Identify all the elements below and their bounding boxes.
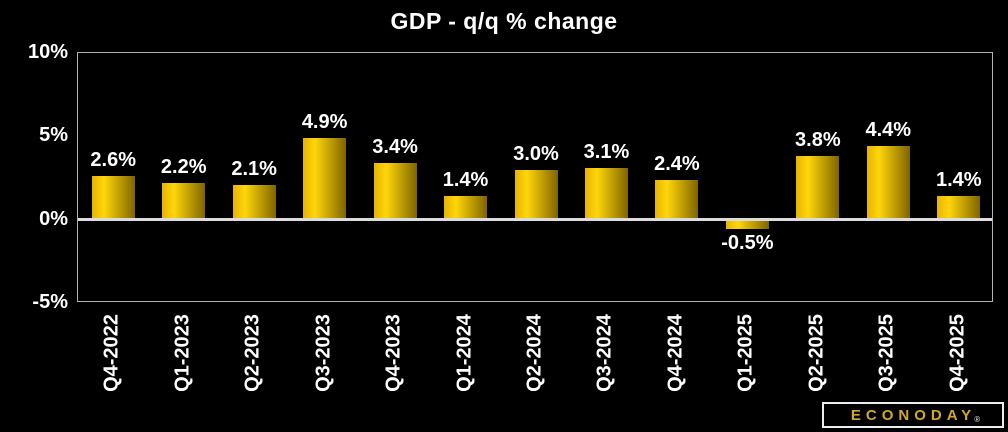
value-label-Q3-2023: 4.9%: [301, 111, 348, 133]
plot-area: 2.6% 2.2% 2.1% 4.9% 3.4% 1.4% 3.0% 3.1% 2.4% -0.5…: [77, 52, 993, 302]
bar-Q3-2024: [584, 168, 628, 220]
value-label-Q4-2023: 3.4%: [372, 136, 418, 158]
chart-title: GDP - q/q % change: [390, 8, 618, 34]
zero-axis-line: [78, 218, 992, 222]
y-tick-label: 10%: [27, 41, 68, 63]
x-tick-label-Q3-2023: Q3-2023: [312, 314, 335, 392]
registered-trademark-icon: ®: [974, 415, 981, 424]
x-tick-label-Q4-2022: Q4-2022: [100, 314, 123, 392]
bar-Q1-2023: [162, 183, 206, 220]
x-tick-label-Q1-2024: Q1-2024: [453, 314, 476, 392]
x-tick-label-Q2-2023: Q2-2023: [241, 314, 264, 392]
x-tick-label-Q3-2024: Q3-2024: [593, 314, 616, 392]
econoday-logo-text: ECONODAY: [850, 406, 977, 424]
bar-Q2-2024: [514, 169, 558, 220]
bar-Q2-2025: [796, 156, 840, 220]
x-tick-label-Q4-2024: Q4-2024: [664, 314, 687, 392]
y-tick-label: 0%: [39, 207, 68, 230]
x-tick-label-Q3-2025: Q3-2025: [875, 314, 898, 392]
value-label-Q1-2024: 1.4%: [442, 169, 489, 192]
econoday-logo: ECONODAY ®: [822, 402, 1004, 428]
value-label-Q4-2022: 2.6%: [90, 149, 137, 172]
bar-Q4-2022: [91, 176, 135, 220]
y-tick-label: 5%: [39, 124, 68, 147]
x-tick-label-Q2-2025: Q2-2025: [805, 314, 828, 392]
bar-Q3-2025: [866, 146, 910, 220]
x-tick-label-Q2-2024: Q2-2024: [523, 314, 546, 392]
value-label-Q2-2024: 3.0%: [513, 142, 559, 165]
value-label-Q1-2025: -0.5%: [721, 231, 774, 254]
bar-Q4-2023: [373, 163, 417, 220]
x-tick-label-Q1-2023: Q1-2023: [171, 314, 194, 392]
value-label-Q4-2025: 1.4%: [935, 169, 982, 192]
value-label-Q2-2023: 2.1%: [231, 157, 277, 180]
bar-Q1-2024: [444, 196, 488, 220]
value-label-Q3-2024: 3.1%: [583, 141, 630, 163]
x-tick-label-Q4-2025: Q4-2025: [946, 314, 969, 392]
x-tick-label-Q4-2023: Q4-2023: [382, 314, 405, 392]
x-tick-label-Q1-2025: Q1-2025: [734, 314, 757, 392]
bar-Q3-2023: [303, 138, 347, 220]
bar-Q2-2023: [232, 184, 276, 220]
y-tick-label: -5%: [32, 291, 68, 313]
bar-Q4-2025: [937, 196, 981, 220]
value-label-Q2-2025: 3.8%: [795, 129, 841, 152]
bar-Q4-2024: [655, 179, 699, 220]
value-label-Q1-2023: 2.2%: [160, 156, 207, 178]
value-label-Q4-2024: 2.4%: [654, 152, 700, 175]
bar-Q1-2025: [725, 221, 769, 230]
value-label-Q3-2025: 4.4%: [865, 119, 912, 142]
